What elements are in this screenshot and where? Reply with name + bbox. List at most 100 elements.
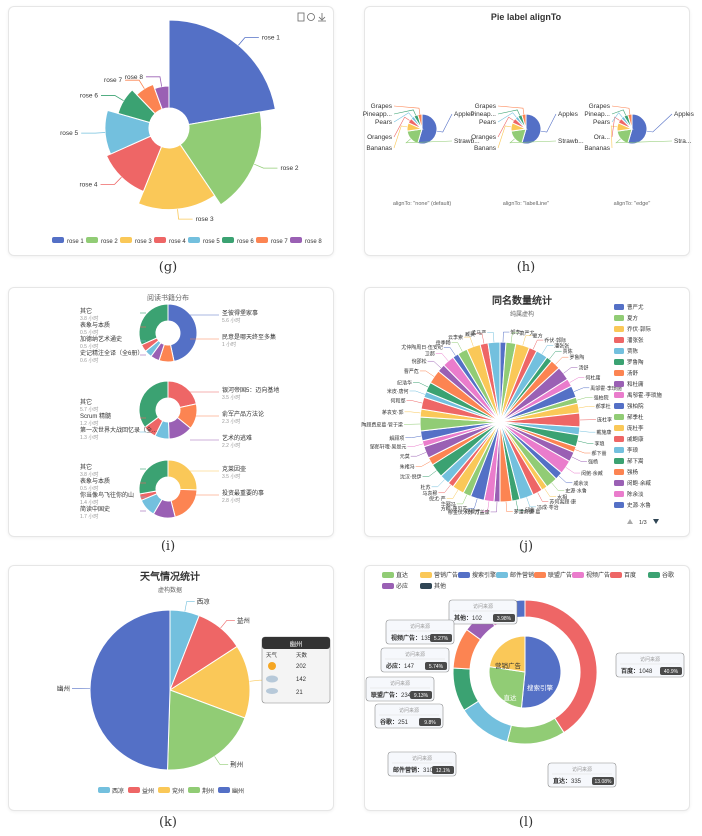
alignto-label-line [611,105,631,115]
donut-label: 其它 [80,398,92,406]
cloud-icon [266,675,278,683]
legend-label: 强杨 [627,468,639,476]
alignto-caption: alignTo: "edge" [614,201,651,207]
legend-swatch [614,425,624,431]
rose-label-line [145,76,163,87]
alignto-label-line [436,113,453,133]
name-label-line [427,360,442,369]
legend-swatch [614,337,624,343]
name-label-line [438,484,451,494]
name-label-line [468,498,478,509]
rose-slice [168,19,276,126]
weather-label-line [214,756,229,766]
legend-swatch [256,237,268,243]
name-label-line [487,332,495,343]
name-label: 马袁穆 [422,490,437,497]
donut-label-sub: 2.3 小时 [222,418,240,425]
callout-value: 335 [571,779,582,785]
alignto-label-line [497,125,512,149]
callout-value: 251 [398,720,409,726]
callout-value: 1048 [639,669,653,675]
name-label: 曹严危 [404,368,419,375]
legend-swatch [382,583,394,589]
chart-i-title: 阅读书籍分布 [147,293,189,302]
callout-pct-bg [493,614,515,622]
name-label: 朱褚冯 [400,463,415,470]
name-label-line [544,488,557,498]
legend-label: rose 5 [203,239,220,245]
legend-label: 搜索引擎 [472,571,496,579]
legend-swatch [614,414,624,420]
caption-l: (l) [518,815,534,830]
name-label: 花鲍于 [466,508,481,515]
name-label-line [502,331,510,343]
callout-head: 访问来源 [399,707,419,714]
weather-label-line [220,619,235,629]
weather-label-line [184,601,195,612]
name-label-line [451,342,463,352]
name-label-line [464,336,474,347]
donut-label: 克莱因壶 [222,465,246,473]
callout-head: 访问来源 [473,603,493,610]
alignto-label: Grapes [371,103,393,110]
legend-label: 潘张张 [627,336,644,344]
name-label: 臧费 [465,331,475,338]
alignto-caption: alignTo: "labelLine" [503,201,549,207]
alignto-label: Apples [674,111,695,118]
legend-label: 西凉 [112,787,124,795]
outer-slice [452,667,480,711]
callout-pct-bg [430,634,452,642]
alignto-label: Pineap... [584,111,610,118]
callout-pct: 9.8% [424,720,436,726]
legend-label: 史源·水鲁 [627,501,651,509]
alignto-label: Pears [375,119,393,126]
name-label-line [422,470,437,477]
alignto-label-line [497,112,517,123]
name-label-line [490,501,498,513]
tooltip-col-head: 天数 [296,651,308,659]
name-label-line [571,456,587,462]
rose-slice [179,111,263,206]
name-label: 闵鲍·余臧 [581,470,603,477]
legend-label: 直达 [396,571,408,579]
name-label-line [435,353,449,362]
callout-pct-bg [410,691,432,699]
name-label: 卫郝 [425,350,435,357]
name-label-line [537,492,549,502]
legend-label: 郝季杜 [627,413,644,421]
legend-swatch [614,447,624,453]
legend-swatch [128,787,140,793]
legend-label: 幽州 [232,787,244,795]
callout-value: 147 [404,664,415,670]
name-label: 夏方 [533,333,543,340]
callout-name: 联盟广告： [371,691,401,699]
callout-pct: 9.13% [414,693,429,699]
name-label-line [573,387,590,392]
name-label: 何杜庸 [585,375,600,382]
legend-swatch [52,237,64,243]
weather-slice [166,689,246,771]
donut-label-sub: 3.8 小时 [80,471,98,478]
name-label: 水相 [557,494,567,501]
legend-swatch [154,237,166,243]
sun-icon [268,662,276,670]
donut-slice [167,459,198,491]
legend-swatch [614,326,624,332]
legend-label: rose 8 [305,239,322,245]
legend-next-icon [653,519,659,524]
legend-swatch [290,237,302,243]
donut-label-sub: 1.3 小时 [80,434,98,441]
name-label: 乔伏·郭际 [544,337,566,344]
name-label: 方皖·唐贝苏 [441,505,468,512]
legend-swatch [610,572,622,578]
rose-label: rose 5 [60,130,78,137]
alignto-label: Stra... [674,138,692,145]
inner-slice [488,666,526,709]
callout-pct-bg [425,662,447,670]
tooltip-value: 142 [296,677,307,683]
legend-label: 戚鲍康 [627,435,644,443]
legend-label: rose 6 [237,239,254,245]
donut-label-sub: 1.7 小时 [80,513,98,520]
